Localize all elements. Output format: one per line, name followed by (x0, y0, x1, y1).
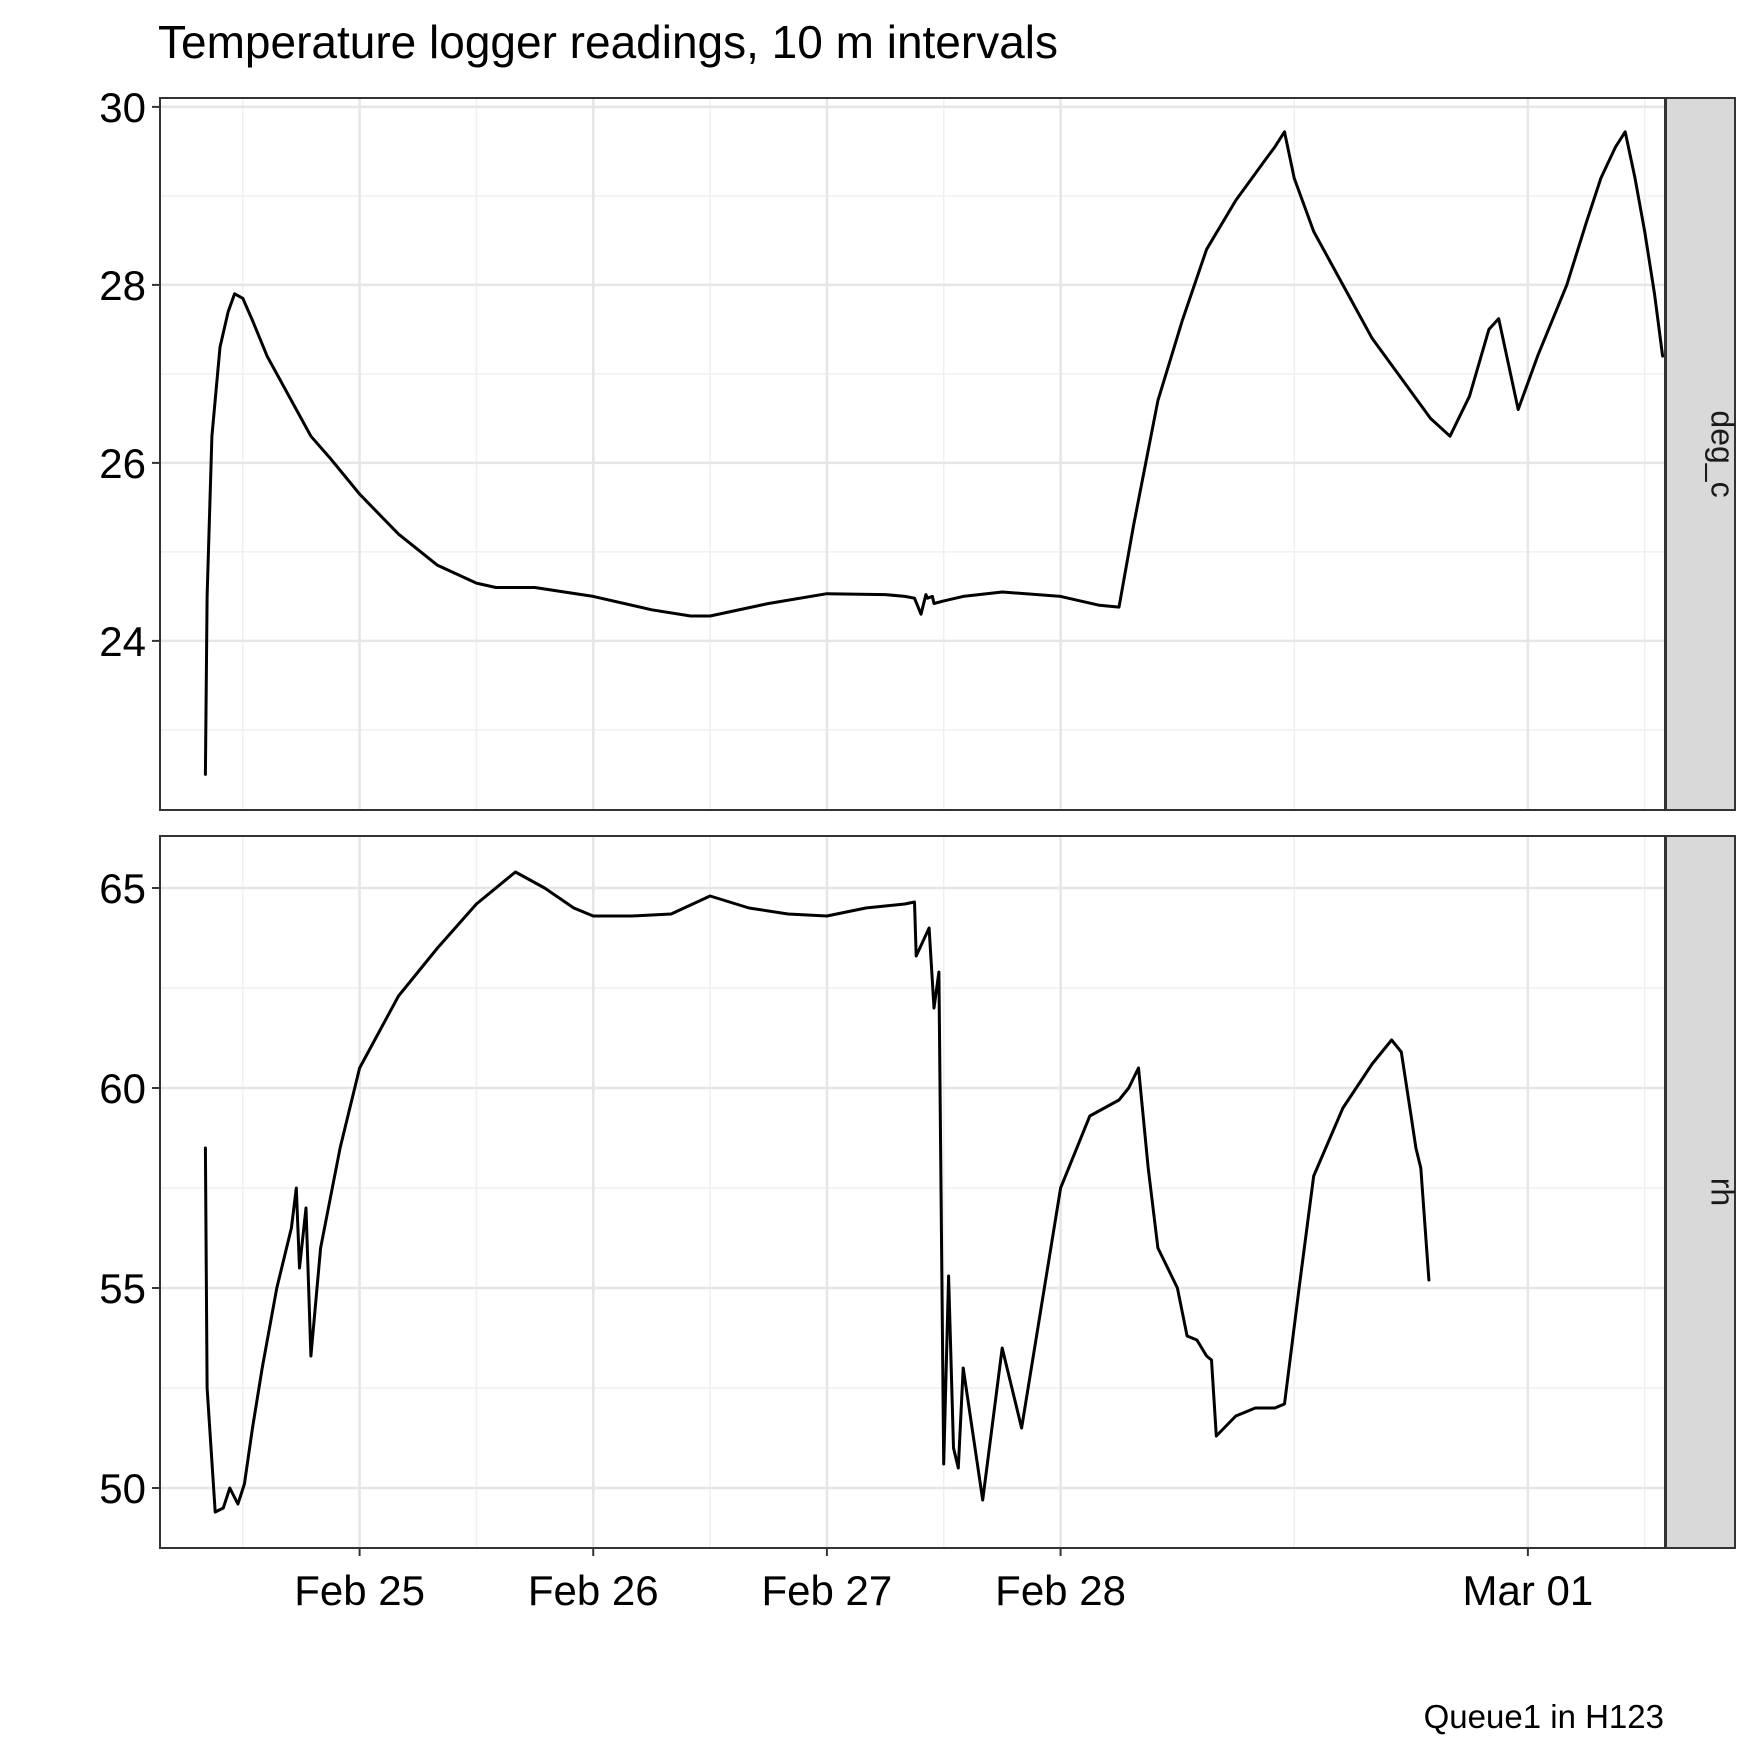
facet-strip-label: deg_c (1705, 410, 1741, 497)
x-tick-label: Feb 27 (762, 1567, 893, 1614)
chart-title: Temperature logger readings, 10 m interv… (158, 16, 1058, 68)
y-tick-label: 65 (99, 865, 146, 912)
y-tick-label: 26 (99, 440, 146, 487)
series-line-rh (203, 870, 1431, 1514)
y-tick-label: 60 (99, 1065, 146, 1112)
panel-background (160, 836, 1665, 1548)
x-tick-label: Feb 28 (995, 1567, 1126, 1614)
x-axis: Feb 25 Feb 26 Feb 27 Feb 28 Mar 01 (294, 1548, 1593, 1614)
y-tick-label: 50 (99, 1465, 146, 1512)
y-tick-label: 30 (99, 84, 146, 131)
x-tick-label: Mar 01 (1463, 1567, 1594, 1614)
series-line-deg_c (203, 130, 1665, 776)
panel-background (160, 98, 1665, 810)
facets-layer: 24 26 28 30 deg_c 50 55 60 65 rh (99, 84, 1741, 1549)
facet-panel-deg_c: 24 26 28 30 deg_c (99, 84, 1741, 811)
y-tick-label: 24 (99, 618, 146, 665)
chart-caption: Queue1 in H123 (1424, 1698, 1664, 1735)
x-tick-label: Feb 26 (528, 1567, 659, 1614)
y-tick-label: 55 (99, 1265, 146, 1312)
x-tick-label: Feb 25 (294, 1567, 425, 1614)
y-tick-label: 28 (99, 262, 146, 309)
facet-strip-label: rh (1705, 1178, 1741, 1206)
facet-strip (1665, 97, 1736, 811)
facet-panel-rh: 50 55 60 65 rh (99, 835, 1741, 1549)
facet-strip (1665, 835, 1736, 1549)
